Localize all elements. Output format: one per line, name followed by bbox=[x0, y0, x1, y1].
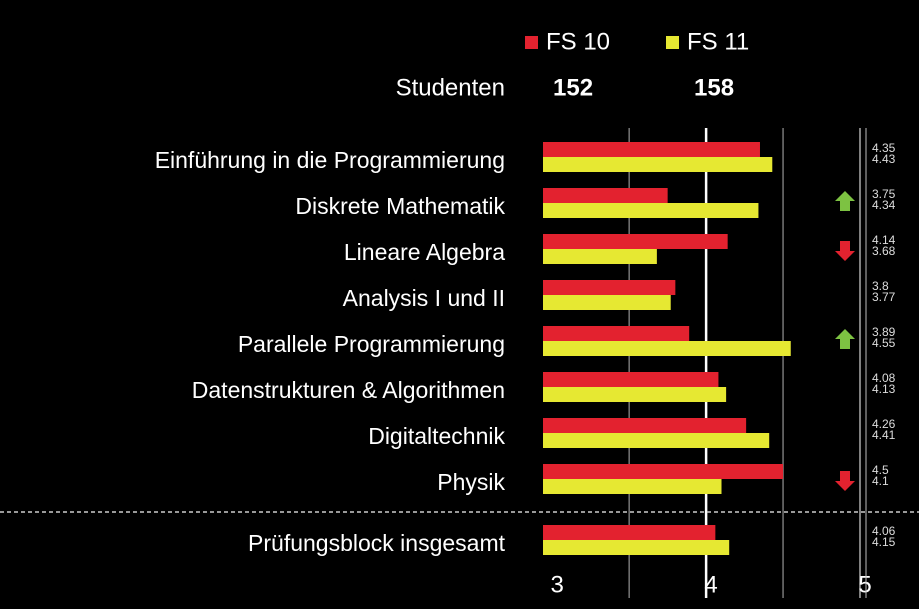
category-label: Lineare Algebra bbox=[344, 239, 505, 265]
bar bbox=[543, 479, 722, 494]
count-label: Studenten bbox=[396, 74, 505, 101]
bar bbox=[543, 188, 668, 203]
value-label: 3.89 bbox=[872, 325, 896, 339]
value-label: 4.26 bbox=[872, 417, 896, 431]
trend-arrow-down bbox=[835, 241, 855, 261]
value-label: 3.75 bbox=[872, 187, 896, 201]
value-label: 4.15 bbox=[872, 535, 896, 549]
legend-label: FS 11 bbox=[687, 28, 749, 55]
bar bbox=[543, 341, 791, 356]
bar bbox=[543, 249, 657, 264]
category-label: Digitaltechnik bbox=[368, 423, 505, 449]
count-value: 158 bbox=[694, 74, 734, 101]
value-label: 4.14 bbox=[872, 233, 896, 247]
value-label: 4.35 bbox=[872, 141, 896, 155]
bar bbox=[543, 326, 690, 341]
x-tick-label: 3 bbox=[551, 571, 564, 598]
value-label: 4.08 bbox=[872, 371, 896, 385]
category-label: Prüfungsblock insgesamt bbox=[248, 530, 506, 556]
bar bbox=[543, 295, 671, 310]
legend-label: FS 10 bbox=[546, 28, 610, 55]
value-label: 4.06 bbox=[872, 524, 896, 538]
bar bbox=[543, 540, 730, 555]
bar bbox=[543, 525, 716, 540]
trend-arrow-down bbox=[835, 471, 855, 491]
value-label: 4.5 bbox=[872, 463, 889, 477]
category-label: Physik bbox=[437, 469, 505, 495]
value-label: 4.13 bbox=[872, 382, 896, 396]
x-tick-label: 5 bbox=[858, 571, 871, 598]
value-label: 3.68 bbox=[872, 244, 896, 258]
value-label: 3.77 bbox=[872, 290, 896, 304]
x-tick-label: 4 bbox=[704, 571, 717, 598]
bar bbox=[543, 418, 747, 433]
bar bbox=[543, 464, 784, 479]
bar bbox=[543, 433, 770, 448]
value-label: 4.1 bbox=[872, 474, 889, 488]
bar bbox=[543, 372, 719, 387]
value-label: 4.55 bbox=[872, 336, 896, 350]
bar bbox=[543, 387, 727, 402]
legend-swatch bbox=[525, 36, 538, 49]
category-label: Einführung in die Programmierung bbox=[155, 147, 505, 173]
value-label: 3.8 bbox=[872, 279, 889, 293]
bar bbox=[543, 157, 773, 172]
category-label: Diskrete Mathematik bbox=[295, 193, 505, 219]
trend-arrow-up bbox=[835, 191, 855, 211]
bar bbox=[543, 234, 728, 249]
bar bbox=[543, 203, 759, 218]
category-label: Datenstrukturen & Algorithmen bbox=[192, 377, 505, 403]
value-label: 4.43 bbox=[872, 152, 896, 166]
value-label: 4.41 bbox=[872, 428, 896, 442]
count-value: 152 bbox=[553, 74, 593, 101]
category-label: Parallele Programmierung bbox=[238, 331, 505, 357]
bar bbox=[543, 142, 760, 157]
category-label: Analysis I und II bbox=[343, 285, 505, 311]
trend-arrow-up bbox=[835, 329, 855, 349]
bar bbox=[543, 280, 676, 295]
value-label: 4.34 bbox=[872, 198, 896, 212]
legend-swatch bbox=[666, 36, 679, 49]
